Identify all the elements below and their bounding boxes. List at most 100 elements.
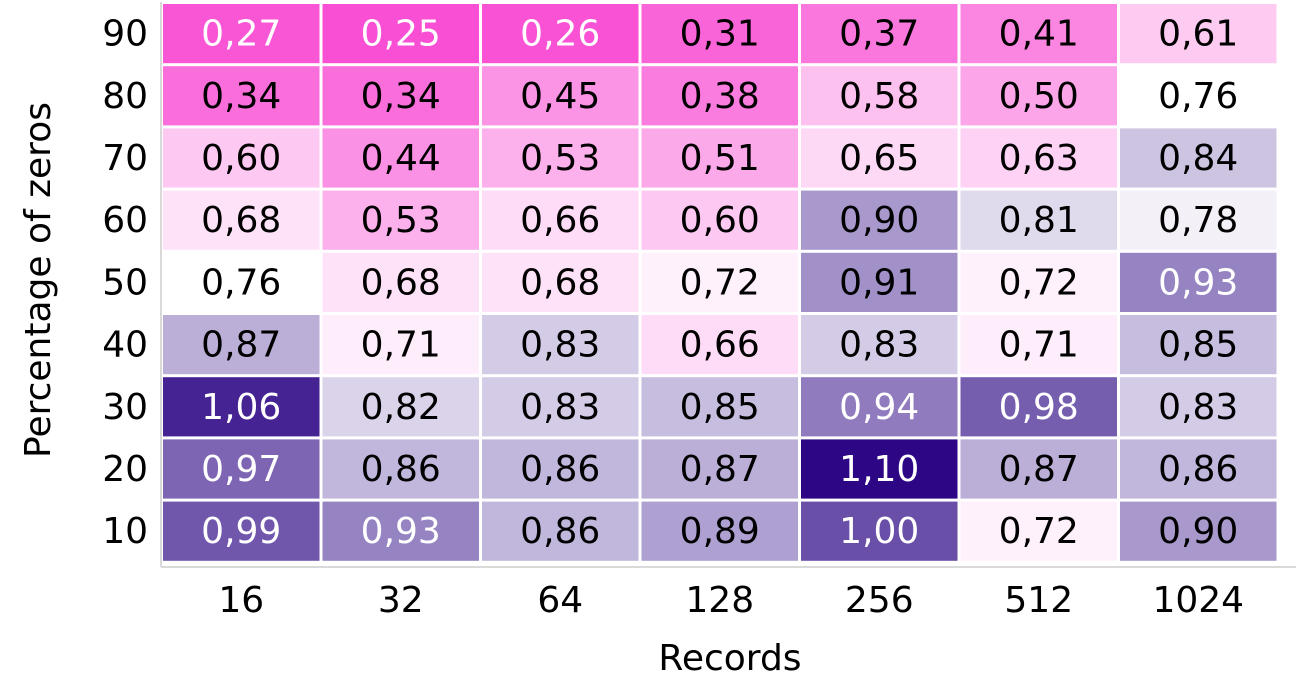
cell-value-label: 0,90	[839, 200, 919, 241]
cell-value-label: 0,72	[999, 511, 1079, 552]
x-tick-label: 128	[685, 580, 754, 621]
cell-value-label: 0,91	[839, 262, 919, 303]
heatmap-cell	[163, 315, 320, 375]
cell-value-label: 0,76	[1158, 76, 1238, 117]
y-tick-labels: 90 80 70 60 50 40 30 20 10	[102, 14, 148, 553]
cell-value-label: 0,51	[680, 138, 760, 179]
heatmap-cell	[641, 190, 798, 250]
heatmap-cell	[163, 252, 320, 312]
cell-value-label: 0,85	[680, 387, 760, 428]
cell-value-label: 0,44	[361, 138, 441, 179]
cell-value-label: 1,06	[201, 387, 281, 428]
cell-value-label: 0,71	[999, 325, 1079, 366]
heatmap-cell	[801, 66, 958, 126]
cell-value-label: 0,86	[520, 511, 600, 552]
cell-value-label: 0,84	[1158, 138, 1238, 179]
heatmap-cell	[1120, 252, 1277, 312]
heatmap-cell	[641, 4, 798, 64]
y-axis-title: Percentage of zeros	[18, 102, 59, 458]
heatmap-cell	[322, 501, 479, 561]
cell-value-label: 0,85	[1158, 325, 1238, 366]
heatmap-cell	[1120, 439, 1277, 499]
cell-value-label: 0,94	[839, 387, 919, 428]
heatmap-cell	[163, 439, 320, 499]
y-tick-label: 60	[102, 200, 148, 241]
heatmap-cell	[801, 377, 958, 437]
heatmap-cell	[1120, 4, 1277, 64]
heatmap-cell	[801, 190, 958, 250]
cell-value-label: 0,53	[520, 138, 600, 179]
heatmap-cell	[322, 315, 479, 375]
heatmap-cell	[482, 377, 639, 437]
cell-value-label: 0,58	[839, 76, 919, 117]
heatmap-cell	[960, 252, 1117, 312]
heatmap-cell	[1120, 315, 1277, 375]
heatmap-cell	[322, 66, 479, 126]
cell-value-label: 0,41	[999, 14, 1079, 55]
heatmap-cell	[322, 128, 479, 188]
cell-value-label: 0,83	[1158, 387, 1238, 428]
heatmap-cell	[801, 128, 958, 188]
heatmap-cell	[482, 66, 639, 126]
heatmap-cell	[641, 252, 798, 312]
heatmap-cell	[641, 439, 798, 499]
heatmap-cell	[322, 190, 479, 250]
heatmap-cell	[163, 66, 320, 126]
heatmap-cell	[641, 377, 798, 437]
y-tick-label: 40	[102, 325, 148, 366]
x-tick-label: 1024	[1152, 580, 1244, 621]
cell-value-label: 0,61	[1158, 14, 1238, 55]
x-tick-label: 16	[218, 580, 264, 621]
cell-value-label: 0,34	[361, 76, 441, 117]
cell-value-label: 0,53	[361, 200, 441, 241]
x-tick-label: 64	[537, 580, 583, 621]
y-tick-label: 50	[102, 262, 148, 303]
cell-value-label: 0,83	[520, 325, 600, 366]
heatmap-cell	[960, 128, 1117, 188]
heatmap-cell	[1120, 190, 1277, 250]
heatmap-cell	[801, 315, 958, 375]
heatmap-cell	[960, 501, 1117, 561]
heatmap-cell	[1120, 377, 1277, 437]
cell-value-label: 0,65	[839, 138, 919, 179]
heatmap-cell	[960, 66, 1117, 126]
cell-value-label: 0,68	[520, 262, 600, 303]
heatmap-cell	[1120, 66, 1277, 126]
cell-value-label: 0,50	[999, 76, 1079, 117]
heatmap-cell	[641, 501, 798, 561]
heatmap-cell	[801, 252, 958, 312]
heatmap-cell	[482, 4, 639, 64]
cell-value-label: 0,97	[201, 449, 281, 490]
y-tick-label: 30	[102, 387, 148, 428]
cell-value-label: 1,10	[839, 449, 919, 490]
heatmap-cell	[163, 128, 320, 188]
heatmap-cell	[960, 4, 1117, 64]
cell-value-label: 0,71	[361, 325, 441, 366]
cell-value-label: 0,25	[361, 14, 441, 55]
heatmap-cells: 0,27 0,25 0,26 0,31 0,37 0,41 0,61 0,34 0,34 0,45…	[163, 4, 1277, 561]
heatmap-cell	[322, 439, 479, 499]
cell-value-label: 0,63	[999, 138, 1079, 179]
cell-value-label: 0,68	[201, 200, 281, 241]
y-tick-label: 10	[102, 511, 148, 552]
heatmap-cell	[641, 315, 798, 375]
cell-value-label: 0,83	[839, 325, 919, 366]
x-axis-title: Records	[658, 638, 801, 679]
cell-value-label: 0,99	[201, 511, 281, 552]
cell-value-label: 0,90	[1158, 511, 1238, 552]
heatmap-cell	[163, 190, 320, 250]
cell-value-label: 0,45	[520, 76, 600, 117]
cell-value-label: 0,78	[1158, 200, 1238, 241]
heatmap-cell	[163, 4, 320, 64]
heatmap-cell	[641, 66, 798, 126]
cell-value-label: 0,86	[520, 449, 600, 490]
cell-value-label: 0,86	[361, 449, 441, 490]
cell-value-label: 0,66	[520, 200, 600, 241]
x-tick-label: 512	[1004, 580, 1073, 621]
cell-value-label: 0,27	[201, 14, 281, 55]
cell-value-label: 0,60	[201, 138, 281, 179]
cell-value-label: 0,81	[999, 200, 1079, 241]
heatmap-cell	[482, 190, 639, 250]
cell-value-label: 0,87	[999, 449, 1079, 490]
